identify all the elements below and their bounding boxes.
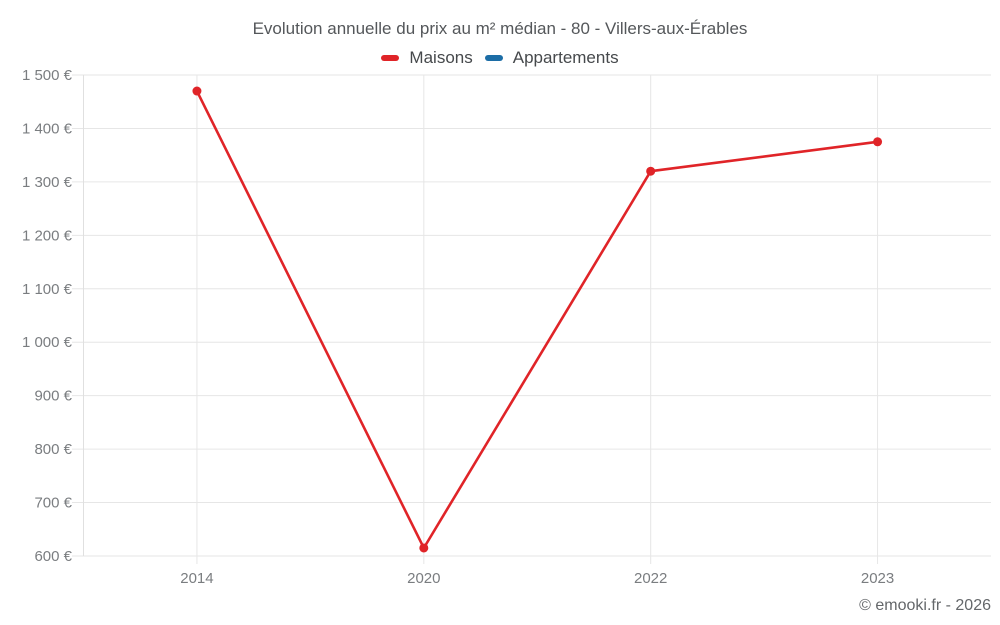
y-tick-label: 900 € bbox=[34, 388, 72, 405]
data-point[interactable] bbox=[419, 543, 429, 553]
y-tick-label: 800 € bbox=[34, 441, 72, 458]
data-point[interactable] bbox=[873, 137, 883, 147]
x-tick-label: 2020 bbox=[407, 570, 440, 587]
data-point[interactable] bbox=[192, 86, 202, 96]
y-tick-label: 1 200 € bbox=[22, 227, 73, 244]
legend-label-appartements: Appartements bbox=[512, 48, 619, 67]
y-tick-label: 1 400 € bbox=[22, 120, 73, 137]
legend: Maisons Appartements bbox=[0, 48, 1000, 68]
copyright-text: © emooki.fr - 2026 bbox=[859, 597, 991, 614]
x-tick-label: 2022 bbox=[634, 570, 667, 587]
legend-label-maisons: Maisons bbox=[409, 48, 473, 67]
legend-item-appartements[interactable]: Appartements bbox=[484, 48, 619, 68]
y-tick-label: 1 500 € bbox=[22, 67, 73, 84]
y-tick-label: 1 000 € bbox=[22, 334, 73, 351]
x-tick-label: 2014 bbox=[180, 570, 213, 587]
y-tick-label: 1 100 € bbox=[22, 281, 73, 298]
legend-item-maisons[interactable]: Maisons bbox=[381, 48, 473, 68]
data-point[interactable] bbox=[646, 166, 656, 176]
chart-title: Evolution annuelle du prix au m² médian … bbox=[252, 19, 748, 38]
y-tick-label: 1 300 € bbox=[22, 174, 73, 191]
y-tick-label: 700 € bbox=[34, 495, 72, 512]
y-tick-label: 600 € bbox=[34, 548, 72, 565]
series-line-maisons bbox=[195, 90, 878, 550]
x-tick-label: 2023 bbox=[861, 570, 894, 587]
appartements-swatch-icon bbox=[484, 55, 503, 61]
maisons-swatch-icon bbox=[381, 55, 400, 61]
